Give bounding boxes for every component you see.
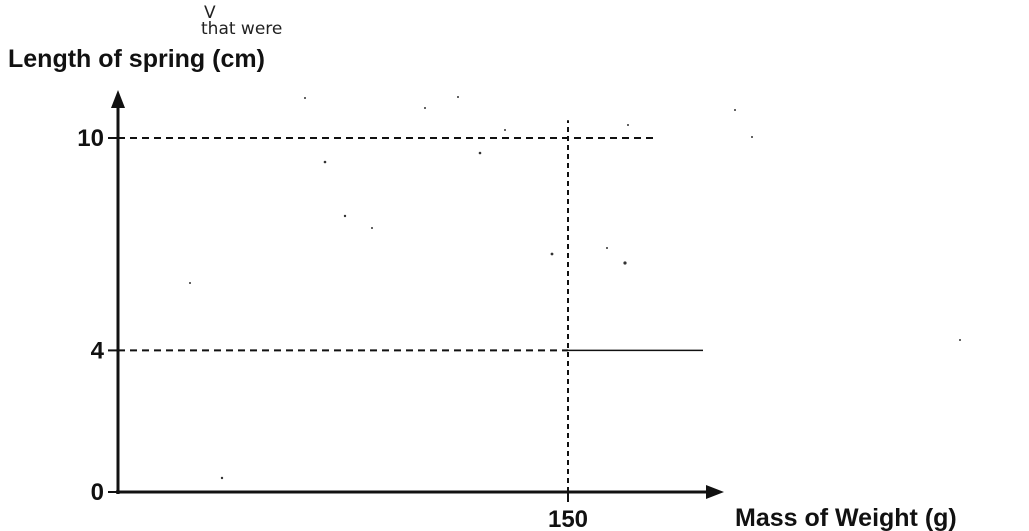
reference-lines bbox=[118, 120, 703, 492]
y-axis-ticks: 0 4 10 bbox=[77, 125, 118, 506]
y-tick-label-10: 10 bbox=[77, 125, 104, 152]
annotation-text: that were bbox=[201, 19, 282, 39]
scan-specks bbox=[189, 96, 961, 480]
x-axis-title: Mass of Weight (g) bbox=[735, 504, 957, 531]
y-axis-title: Length of spring (cm) bbox=[8, 45, 265, 73]
y-tick-label-4: 4 bbox=[91, 337, 105, 364]
x-tick-label-150: 150 bbox=[548, 506, 588, 531]
axes bbox=[111, 90, 724, 499]
x-axis-ticks: 150 bbox=[548, 492, 588, 531]
y-tick-label-0: 0 bbox=[91, 479, 104, 506]
y-axis-arrowhead bbox=[111, 90, 125, 108]
x-axis-arrowhead bbox=[706, 485, 724, 499]
annotation-mark: V bbox=[204, 3, 216, 23]
